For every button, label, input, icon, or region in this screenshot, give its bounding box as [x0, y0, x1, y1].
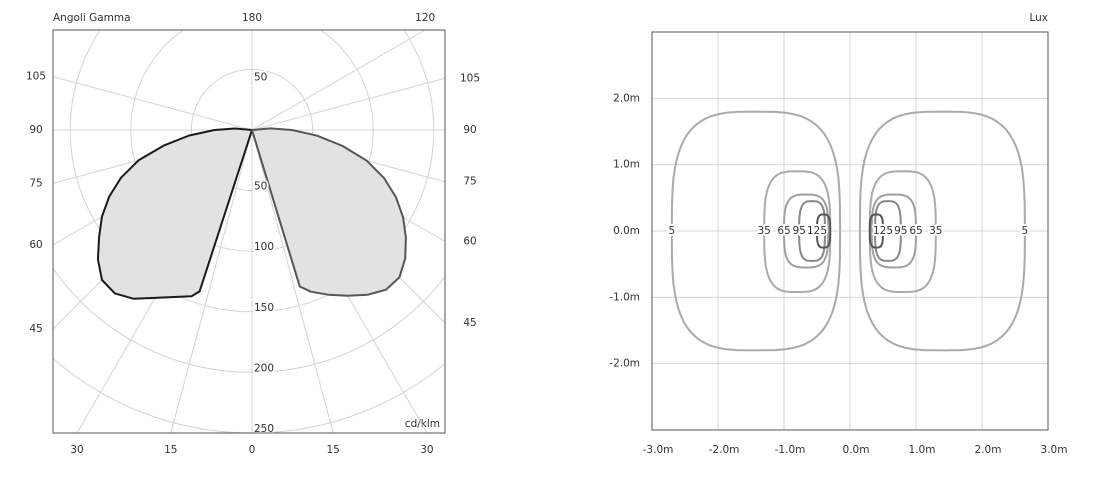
gamma-tick-label: 60	[29, 239, 42, 251]
gamma-tick-label: 180	[242, 12, 262, 24]
x-tick-label: 0.0m	[843, 444, 870, 456]
contour-unit: Lux	[1029, 12, 1048, 24]
gamma-ray	[251, 30, 426, 131]
intensity-curve	[96, 127, 253, 300]
gamma-tick-label: 60	[463, 235, 476, 247]
y-tick-label: 2.0m	[613, 92, 640, 104]
contour-level-label: 5	[1022, 225, 1029, 237]
polar-axis-label: Angoli Gamma	[53, 12, 131, 24]
radial-tick-label: 200	[254, 362, 274, 374]
contour-level-label: 5	[668, 225, 675, 237]
contour-level-label: 95	[894, 225, 907, 237]
gamma-tick-label: 15	[164, 444, 177, 456]
y-tick-label: -1.0m	[609, 291, 640, 303]
gamma-ray	[170, 129, 253, 433]
gamma-tick-label: 0	[249, 444, 256, 456]
isolux-contour	[670, 110, 842, 352]
gamma-tick-label: 75	[29, 177, 42, 189]
isolux-contour	[874, 200, 902, 262]
isolux-contour	[868, 213, 884, 249]
gamma-ray	[53, 76, 253, 131]
gamma-tick-label: 90	[463, 124, 476, 136]
gamma-tick-label: 105	[26, 71, 46, 83]
radial-tick-label: 150	[254, 302, 274, 314]
contour-level-label: 35	[758, 225, 771, 237]
contour-level-label: 125	[807, 225, 827, 237]
gamma-tick-label: 75	[463, 176, 476, 188]
radial-tick-label: 50	[254, 181, 267, 193]
y-tick-label: 1.0m	[613, 159, 640, 171]
isolux-contour	[816, 213, 832, 249]
x-tick-label: -1.0m	[775, 444, 806, 456]
contour-level-label: 125	[873, 225, 893, 237]
contour-level-label: 65	[777, 225, 790, 237]
gamma-tick-label: 90	[29, 124, 42, 136]
gamma-tick-label: 45	[463, 317, 476, 329]
gamma-tick-label: 15	[327, 444, 340, 456]
contour-frame	[651, 31, 1049, 431]
gamma-tick-label: 30	[420, 444, 433, 456]
isolux-contour	[798, 200, 826, 262]
gamma-tick-label: 30	[70, 444, 83, 456]
polar-frame	[52, 29, 446, 434]
x-tick-label: -3.0m	[643, 444, 674, 456]
radial-tick-label: 100	[254, 241, 274, 253]
gamma-ray	[251, 129, 334, 433]
isolux-contour	[782, 193, 830, 269]
y-tick-label: -2.0m	[609, 358, 640, 370]
contour-level-label: 95	[792, 225, 805, 237]
x-tick-label: 2.0m	[975, 444, 1002, 456]
polar-unit: cd/klm	[405, 418, 440, 430]
gamma-tick-label: 120	[415, 12, 435, 24]
gamma-tick-label: 105	[460, 72, 480, 84]
gamma-ray	[251, 77, 445, 131]
intensity-curve	[251, 127, 407, 297]
x-tick-label: 3.0m	[1041, 444, 1068, 456]
x-tick-label: 1.0m	[909, 444, 936, 456]
x-tick-label: -2.0m	[709, 444, 740, 456]
isolux-contour	[858, 110, 1026, 352]
gamma-tick-label: 45	[29, 323, 42, 335]
y-tick-label: 0.0m	[613, 225, 640, 237]
isolux-contour	[870, 193, 918, 269]
isolux-contour	[763, 170, 832, 294]
contour-level-label: 65	[909, 225, 922, 237]
contour-level-label: 35	[929, 225, 942, 237]
radial-tick-label: 50	[254, 71, 267, 83]
